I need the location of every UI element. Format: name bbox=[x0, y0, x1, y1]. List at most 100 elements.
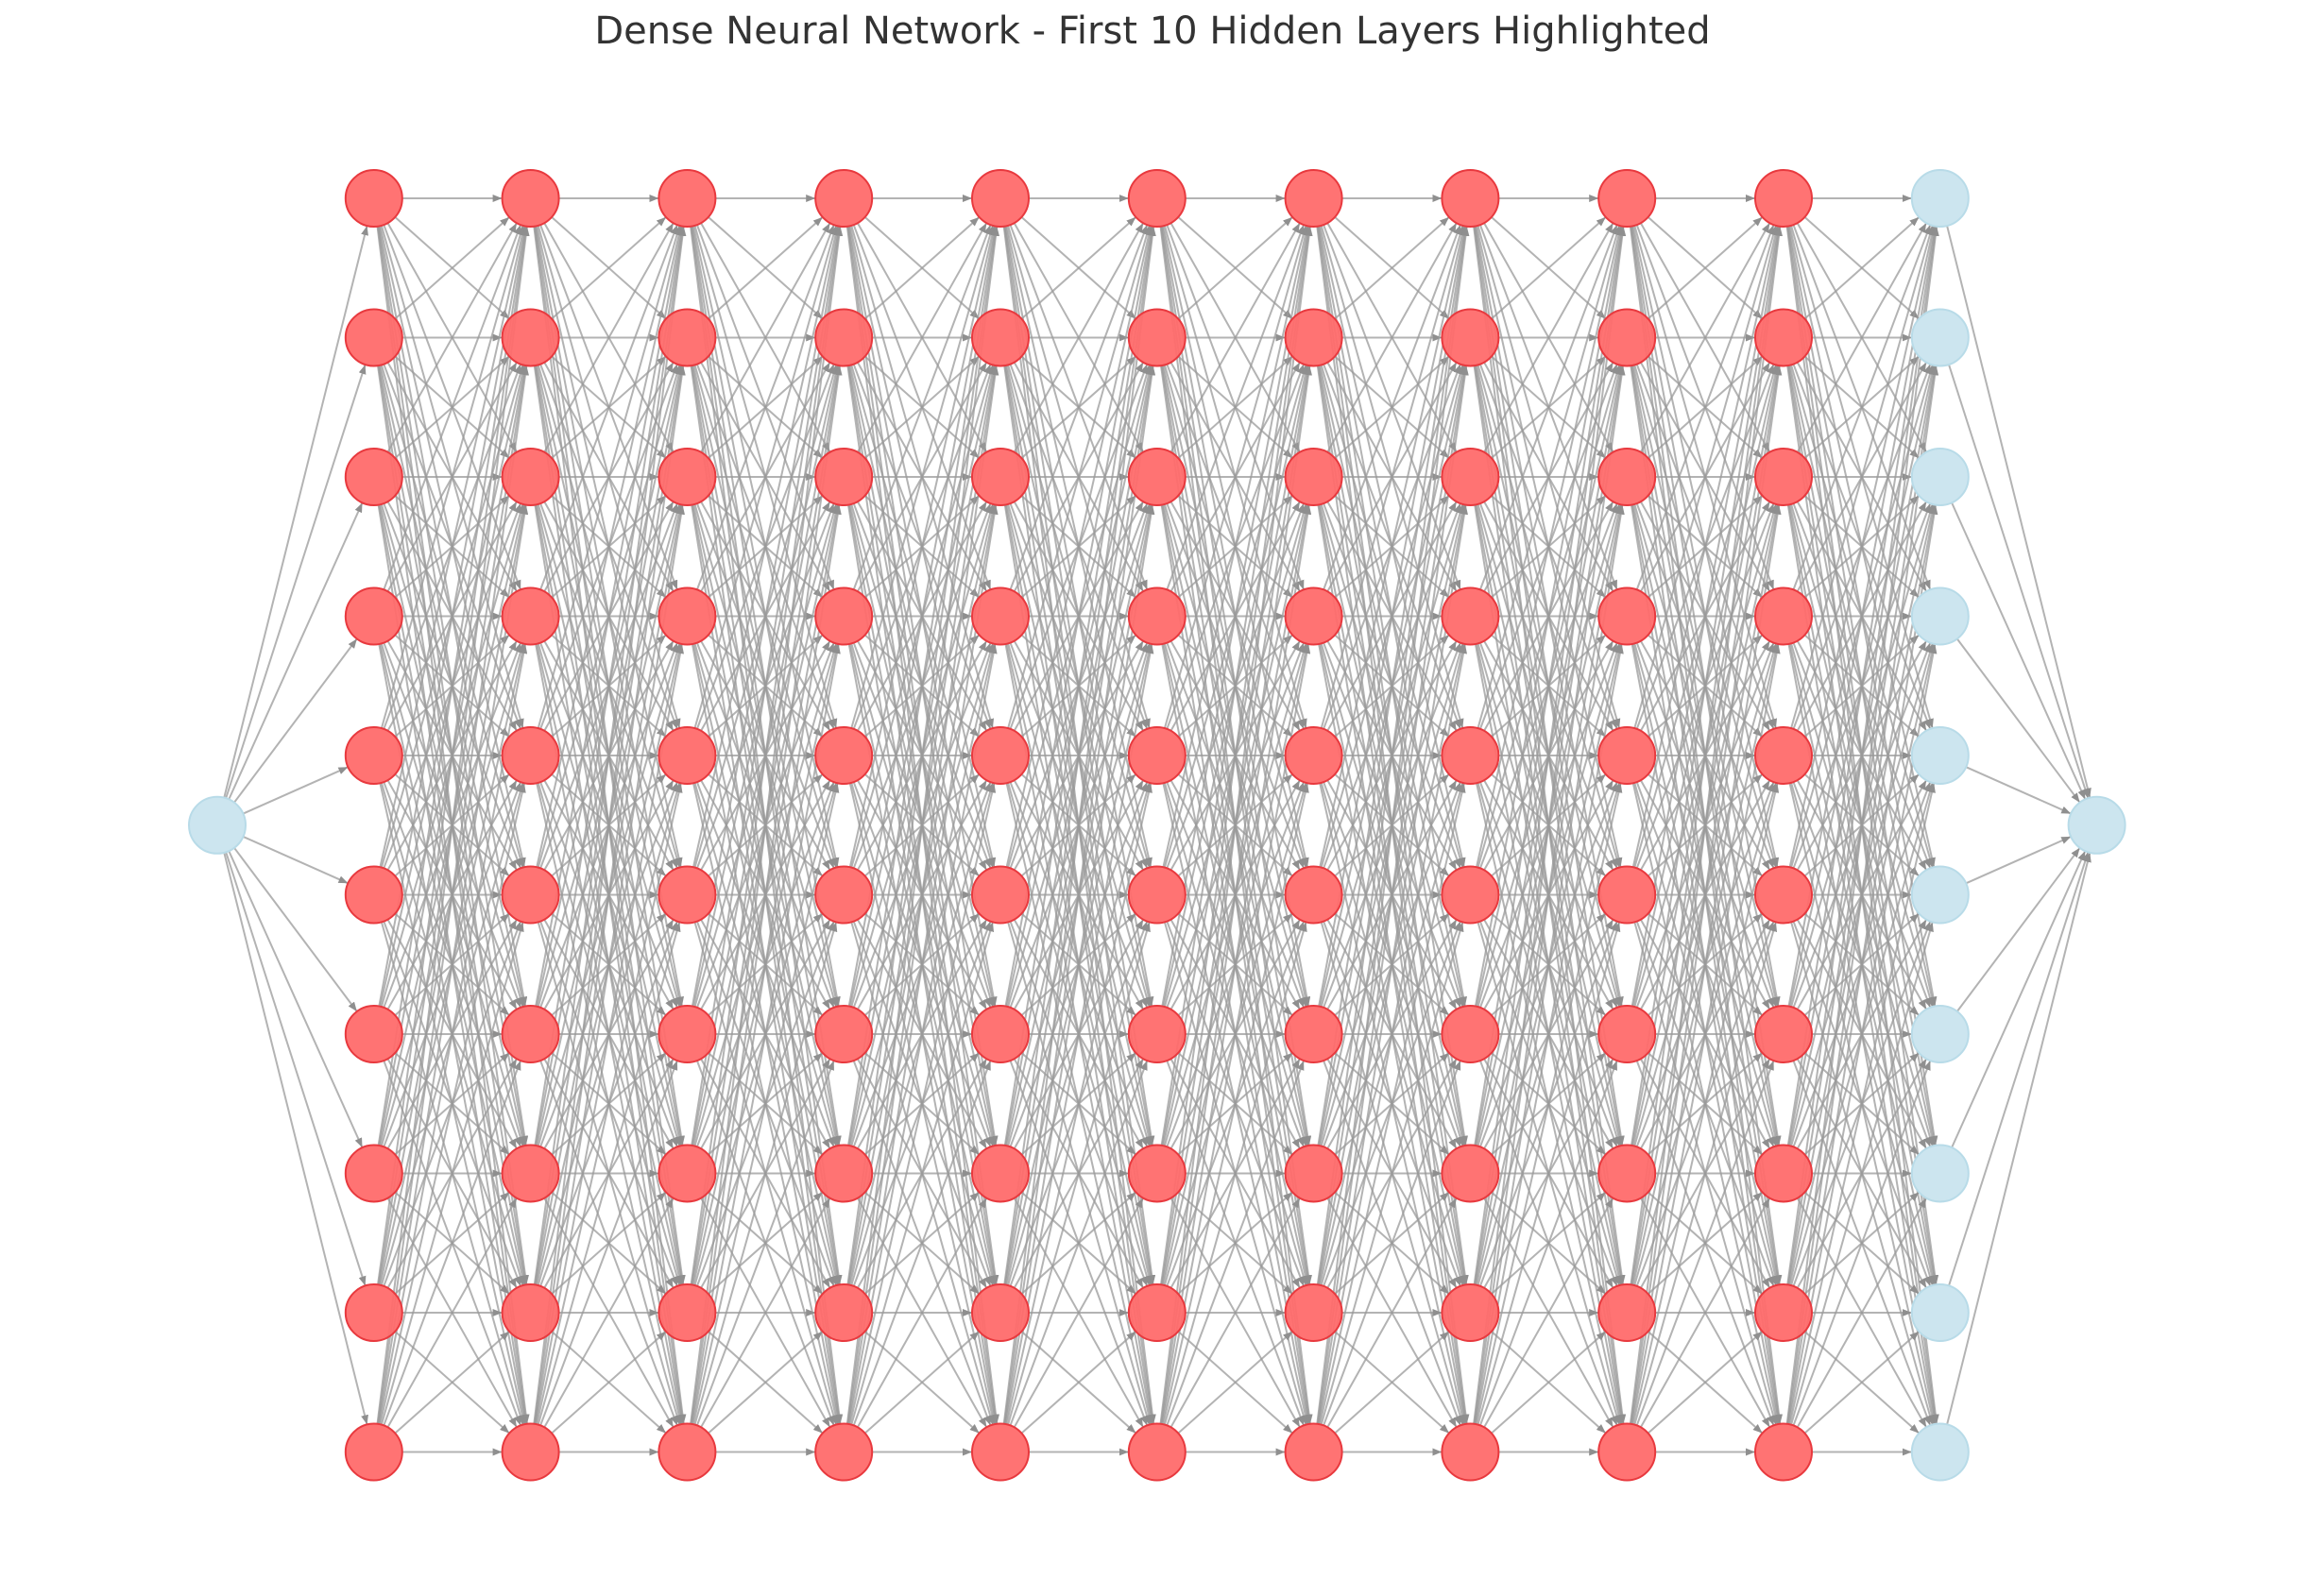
edges-group bbox=[223, 195, 2092, 1456]
edge-l10-n9-to-l11-n3 bbox=[1787, 643, 1938, 1425]
edge-l0-n0-to-l1-n7 bbox=[228, 850, 364, 1148]
edge-l3-n9-to-l4-n5 bbox=[693, 922, 838, 1425]
hidden-node-layer5-7 bbox=[971, 1144, 1030, 1203]
hidden-node-layer7-3 bbox=[1284, 586, 1343, 646]
edge-l2-n4-to-l3-n0 bbox=[537, 225, 681, 729]
edge-l1-n9-to-l2-n4 bbox=[379, 783, 526, 1425]
edge-l11-n1-to-l12-n0 bbox=[1948, 364, 2090, 799]
hidden-node-layer3-0 bbox=[657, 169, 717, 228]
hidden-node-layer8-3 bbox=[1441, 586, 1500, 646]
hidden-node-layer6-8 bbox=[1127, 1283, 1187, 1342]
hidden-node-layer9-8 bbox=[1597, 1283, 1657, 1342]
edge-l3-n9-to-l4-n2 bbox=[691, 504, 842, 1425]
edge-l2-n8-to-l3-n0 bbox=[533, 226, 686, 1285]
edge-l9-n4-to-l10-n0 bbox=[1633, 225, 1778, 729]
edge-l0-n0-to-l1-n6 bbox=[233, 847, 358, 1012]
edge-l1-n9-to-l2-n2 bbox=[377, 504, 529, 1425]
edge-l10-n2-to-l11-n0 bbox=[1796, 222, 1927, 453]
edge-l8-n9-to-l9-n6 bbox=[1478, 1060, 1618, 1426]
hidden-node-layer8-4 bbox=[1441, 726, 1500, 785]
edge-l4-n7-to-l5-n0 bbox=[847, 226, 999, 1146]
hidden-node-layer4-1 bbox=[814, 308, 874, 367]
hidden-node-layer5-5 bbox=[971, 865, 1030, 925]
edge-l8-n7-to-l9-n0 bbox=[1474, 226, 1625, 1146]
input-node-layer0-0 bbox=[188, 795, 247, 855]
edge-l4-n9-to-l5-n4 bbox=[848, 783, 997, 1425]
edge-l7-n5-to-l8-n0 bbox=[1319, 226, 1466, 868]
edge-l10-n9-to-l11-n2 bbox=[1786, 504, 1938, 1425]
edge-l10-n1-to-l11-n0 bbox=[1803, 216, 1921, 320]
hidden-node-layer7-4 bbox=[1284, 726, 1343, 785]
hidden-node-layer3-2 bbox=[657, 448, 717, 506]
edge-l10-n4-to-l11-n0 bbox=[1790, 225, 1934, 729]
hidden-node-layer8-8 bbox=[1441, 1283, 1500, 1342]
hidden-node-layer7-8 bbox=[1284, 1283, 1343, 1342]
edge-l10-n9-to-l11-n4 bbox=[1788, 783, 1936, 1425]
edge-l4-n9-to-l5-n5 bbox=[850, 922, 995, 1425]
edge-l10-n6-to-l11-n0 bbox=[1787, 226, 1938, 1007]
edge-l8-n6-to-l9-n0 bbox=[1474, 226, 1624, 1007]
edge-l5-n6-to-l6-n0 bbox=[1004, 226, 1154, 1007]
edge-l6-n9-to-l7-n5 bbox=[1163, 922, 1307, 1425]
hidden-node-layer7-1 bbox=[1284, 308, 1343, 367]
edge-l4-n9-to-l5-n1 bbox=[846, 365, 999, 1424]
hidden-node-layer10-4 bbox=[1754, 726, 1813, 785]
edge-l6-n9-to-l7-n2 bbox=[1160, 504, 1312, 1425]
hidden-node-layer11-3 bbox=[1910, 586, 1970, 646]
hidden-node-layer2-6 bbox=[501, 1005, 560, 1063]
edge-l3-n9-to-l4-n6 bbox=[695, 1060, 835, 1426]
hidden-node-layer9-4 bbox=[1597, 726, 1657, 785]
edge-l8-n3-to-l9-n0 bbox=[1478, 224, 1618, 590]
hidden-node-layer4-6 bbox=[814, 1005, 874, 1063]
output-node-layer12-0 bbox=[2067, 795, 2126, 855]
edge-l3-n2-to-l4-n0 bbox=[700, 222, 831, 453]
hidden-node-layer10-1 bbox=[1754, 308, 1813, 367]
edge-l2-n2-to-l3-n0 bbox=[543, 222, 674, 453]
hidden-node-layer1-6 bbox=[344, 1005, 403, 1063]
edge-l5-n4-to-l6-n0 bbox=[1007, 225, 1151, 729]
edge-l7-n9-to-l8-n7 bbox=[1326, 1197, 1458, 1428]
edge-l6-n9-to-l7-n8 bbox=[1177, 1331, 1293, 1435]
hidden-node-layer10-8 bbox=[1754, 1283, 1813, 1342]
edge-l0-n0-to-l1-n0 bbox=[223, 225, 368, 798]
hidden-node-layer3-8 bbox=[657, 1283, 717, 1342]
edge-l4-n9-to-l5-n8 bbox=[863, 1331, 981, 1435]
hidden-node-layer8-6 bbox=[1441, 1005, 1500, 1063]
hidden-node-layer5-0 bbox=[971, 169, 1030, 228]
hidden-node-layer10-6 bbox=[1754, 1005, 1813, 1063]
hidden-node-layer11-5 bbox=[1910, 865, 1970, 925]
edge-l0-n0-to-l1-n1 bbox=[225, 364, 367, 799]
hidden-node-layer1-7 bbox=[344, 1144, 403, 1203]
hidden-node-layer3-7 bbox=[657, 1144, 717, 1203]
edge-l10-n5-to-l11-n0 bbox=[1788, 226, 1936, 868]
hidden-node-layer10-7 bbox=[1754, 1144, 1813, 1203]
edge-l1-n9-to-l2-n7 bbox=[386, 1197, 518, 1428]
edge-l3-n3-to-l4-n0 bbox=[695, 224, 835, 590]
hidden-node-layer3-3 bbox=[657, 586, 717, 646]
edge-l8-n1-to-l9-n0 bbox=[1491, 216, 1607, 320]
edge-l5-n5-to-l6-n0 bbox=[1005, 226, 1152, 868]
hidden-node-layer9-0 bbox=[1597, 169, 1657, 228]
edge-l6-n5-to-l7-n0 bbox=[1162, 226, 1309, 868]
edge-l1-n9-to-l2-n8 bbox=[394, 1331, 510, 1435]
edge-l7-n9-to-l8-n4 bbox=[1319, 783, 1466, 1425]
edge-l9-n5-to-l10-n0 bbox=[1631, 226, 1780, 868]
edge-l6-n1-to-l7-n0 bbox=[1177, 216, 1293, 320]
edge-l7-n9-to-l8-n5 bbox=[1320, 922, 1464, 1425]
edge-l7-n6-to-l8-n0 bbox=[1318, 226, 1467, 1007]
hidden-node-layer5-8 bbox=[971, 1283, 1030, 1342]
edge-l1-n5-to-l2-n0 bbox=[379, 226, 526, 868]
edge-l9-n9-to-l10-n2 bbox=[1631, 504, 1782, 1425]
edge-l2-n9-to-l3-n6 bbox=[539, 1060, 678, 1426]
edge-l7-n2-to-l8-n0 bbox=[1326, 222, 1458, 453]
hidden-node-layer9-1 bbox=[1597, 308, 1657, 367]
edge-l11-n0-to-l12-n0 bbox=[1946, 225, 2092, 798]
hidden-node-layer11-2 bbox=[1910, 448, 1970, 506]
hidden-node-layer5-4 bbox=[971, 726, 1030, 785]
edge-l4-n9-to-l5-n6 bbox=[852, 1060, 992, 1426]
edge-l4-n5-to-l5-n0 bbox=[848, 226, 997, 868]
edge-l0-n0-to-l1-n4 bbox=[242, 766, 349, 815]
edge-l7-n1-to-l8-n0 bbox=[1334, 216, 1450, 320]
hidden-node-layer4-9 bbox=[814, 1422, 874, 1482]
